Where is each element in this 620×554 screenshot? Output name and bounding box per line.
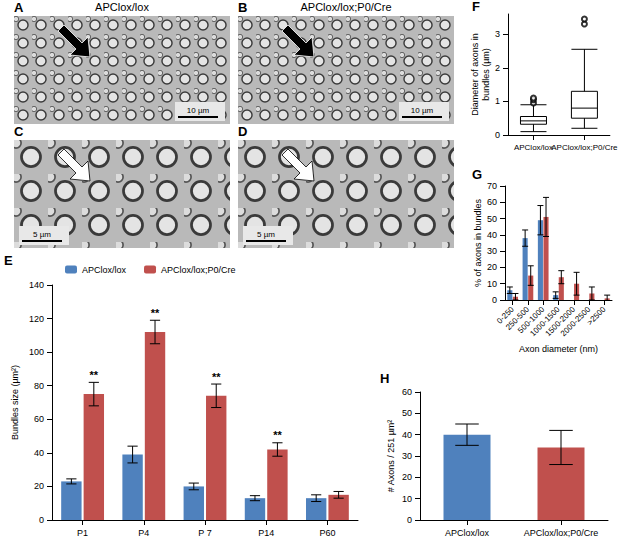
- svg-text:100: 100: [29, 347, 44, 357]
- svg-text:50: 50: [487, 214, 497, 224]
- svg-text:80: 80: [34, 381, 44, 391]
- svg-text:10: 10: [402, 494, 412, 504]
- svg-text:2000-2500: 2000-2500: [558, 304, 593, 339]
- svg-text:40: 40: [34, 448, 44, 458]
- svg-text:1500-2000: 1500-2000: [543, 304, 577, 339]
- svg-text:10 µm: 10 µm: [187, 106, 210, 115]
- svg-text:P4: P4: [138, 528, 149, 538]
- svg-text:140: 140: [29, 280, 44, 290]
- svg-text:50: 50: [402, 408, 412, 418]
- svg-text:60: 60: [402, 387, 412, 397]
- svg-text:5 µm: 5 µm: [257, 230, 275, 239]
- html-text:APClox/lox: APClox/lox: [95, 1, 149, 13]
- svg-text:>2500: >2500: [585, 304, 608, 327]
- svg-text:0: 0: [492, 295, 497, 305]
- svg-text:Axon diameter (nm): Axon diameter (nm): [519, 344, 598, 354]
- svg-text:APClox/lox;P0/Cre: APClox/lox;P0/Cre: [524, 528, 599, 538]
- svg-text:APClox/lox: APClox/lox: [82, 265, 127, 275]
- svg-text:250-500: 250-500: [504, 304, 532, 332]
- svg-text:**: **: [212, 371, 221, 383]
- svg-text:APClox/lox;P0/Cre: APClox/lox;P0/Cre: [551, 143, 618, 152]
- svg-text:**: **: [273, 429, 282, 441]
- svg-text:P14: P14: [258, 528, 274, 538]
- html-text:A: A: [14, 0, 24, 15]
- svg-text:# Axons / 251 µm²: # Axons / 251 µm²: [386, 420, 396, 493]
- svg-text:2: 2: [495, 63, 500, 73]
- svg-text:1000-1500: 1000-1500: [528, 304, 562, 339]
- svg-text:500-1000: 500-1000: [516, 304, 547, 335]
- svg-text:40: 40: [402, 430, 412, 440]
- svg-text:10 µm: 10 µm: [411, 106, 434, 115]
- svg-text:**: **: [151, 307, 160, 319]
- svg-text:APClox/lox: APClox/lox: [514, 143, 553, 152]
- svg-text:20: 20: [34, 481, 44, 491]
- svg-text:3: 3: [495, 29, 500, 39]
- html-text:D: D: [238, 124, 248, 139]
- svg-text:70: 70: [487, 181, 497, 191]
- svg-text:P60: P60: [319, 528, 335, 538]
- html-text:B: B: [238, 0, 248, 15]
- svg-text:E: E: [4, 253, 13, 268]
- svg-text:APClox/lox;P0/Cre: APClox/lox;P0/Cre: [161, 265, 236, 275]
- svg-text:H: H: [380, 371, 389, 386]
- svg-text:20: 20: [402, 472, 412, 482]
- svg-text:bundles (µm): bundles (µm): [481, 48, 491, 101]
- svg-text:30: 30: [487, 246, 497, 256]
- svg-text:**: **: [90, 369, 99, 381]
- svg-text:G: G: [472, 167, 482, 182]
- html-text:APClox/lox;P0/Cre: APClox/lox;P0/Cre: [300, 1, 392, 13]
- svg-text:10: 10: [487, 279, 497, 289]
- svg-text:Bundles size (µm²): Bundles size (µm²): [10, 365, 20, 440]
- svg-text:F: F: [472, 0, 480, 14]
- svg-text:60: 60: [34, 414, 44, 424]
- svg-text:Diameter of axons in: Diameter of axons in: [470, 33, 480, 116]
- svg-text:20: 20: [487, 262, 497, 272]
- svg-text:P 7: P 7: [198, 528, 211, 538]
- svg-text:120: 120: [29, 314, 44, 324]
- svg-text:P1: P1: [77, 528, 88, 538]
- svg-text:1: 1: [495, 96, 500, 106]
- html-text:C: C: [14, 124, 24, 139]
- svg-text:0: 0: [407, 515, 412, 525]
- svg-text:60: 60: [487, 197, 497, 207]
- svg-text:0: 0: [495, 130, 500, 140]
- svg-text:30: 30: [402, 451, 412, 461]
- svg-text:APClox/lox: APClox/lox: [445, 528, 490, 538]
- svg-text:5 µm: 5 µm: [33, 230, 51, 239]
- svg-text:% of axons in bundles: % of axons in bundles: [473, 198, 483, 287]
- svg-text:40: 40: [487, 230, 497, 240]
- svg-text:0: 0: [39, 515, 44, 525]
- svg-text:0-250: 0-250: [495, 304, 516, 326]
